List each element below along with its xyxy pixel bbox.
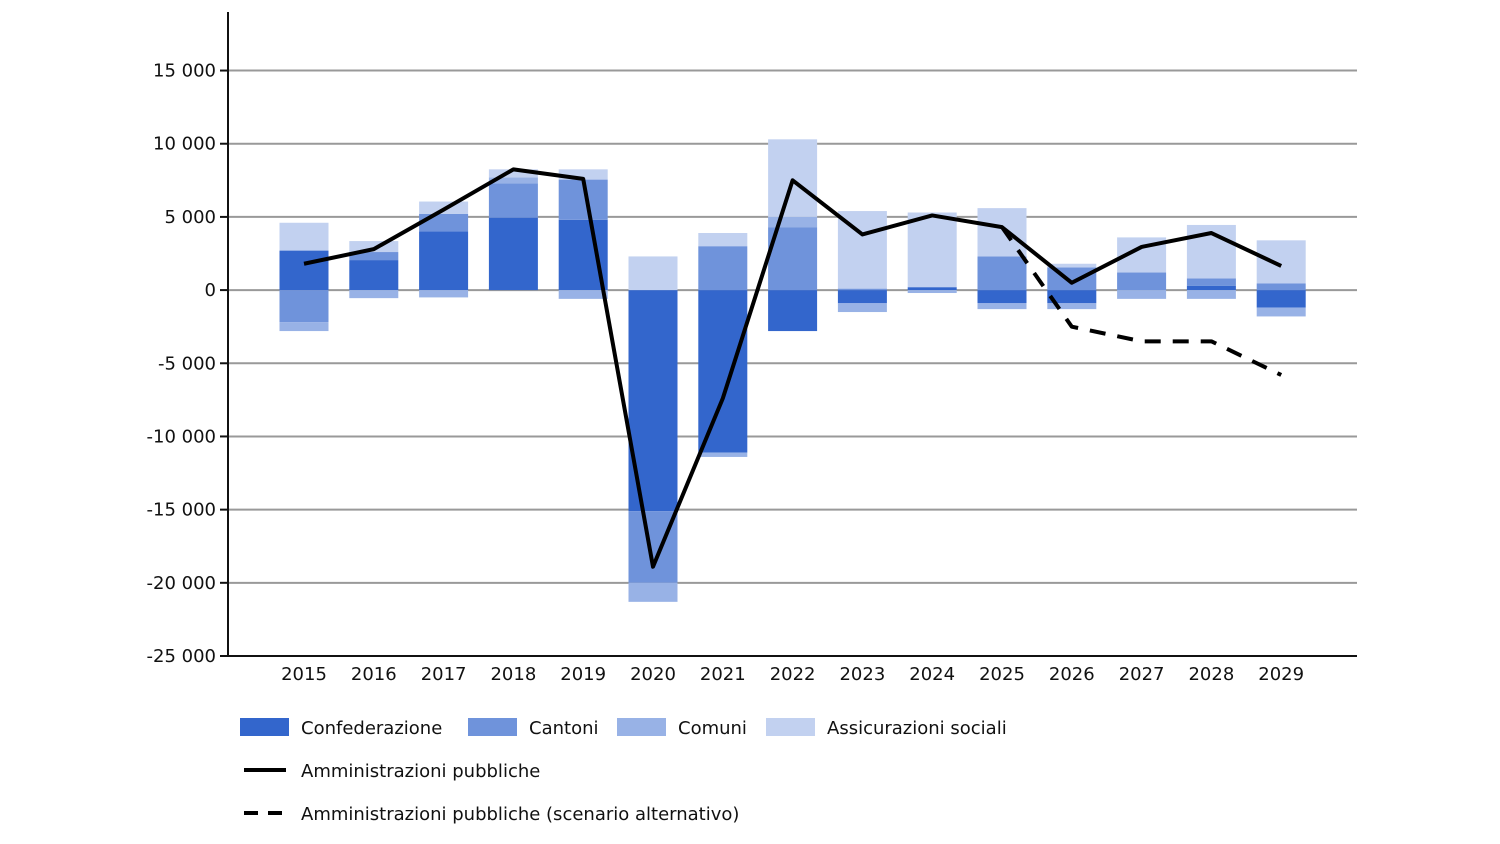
- bar-confederazione-2017: [419, 231, 469, 291]
- y-tick-label: -5 000: [158, 353, 216, 374]
- bar-assicurazioni-sociali-2025: [977, 208, 1027, 257]
- bar-comuni-2017: [419, 290, 469, 298]
- bars: [279, 139, 1306, 602]
- x-tick-label: 2022: [770, 664, 816, 685]
- bar-confederazione-2018: [488, 217, 538, 291]
- bar-cantoni-2018: [488, 183, 538, 218]
- bar-assicurazioni-sociali-2018: [488, 169, 538, 178]
- bar-comuni-2023: [837, 303, 887, 313]
- bar-cantoni-2021: [698, 246, 748, 291]
- bar-confederazione-2023: [837, 290, 887, 304]
- x-tick-label: 2023: [839, 664, 885, 685]
- bar-assicurazioni-sociali-2026: [1047, 263, 1097, 268]
- bar-cantoni-2016: [349, 252, 399, 261]
- bar-cantoni-2027: [1117, 272, 1167, 291]
- bar-comuni-2022: [768, 216, 818, 228]
- legend-label: Amministrazioni pubbliche: [301, 761, 540, 782]
- legend-label: Assicurazioni sociali: [827, 718, 1007, 739]
- bar-assicurazioni-sociali-2024: [907, 212, 957, 288]
- bar-comuni-2029: [1256, 307, 1306, 317]
- bar-comuni-2021: [698, 452, 748, 457]
- bar-comuni-2025: [977, 303, 1027, 310]
- x-tick-label: 2024: [909, 664, 955, 685]
- legend-label: Amministrazioni pubbliche (scenario alte…: [301, 804, 739, 825]
- axes: -25 000 -20 000 -15 000 -10 000 -5 000 0 5 000…: [147, 12, 1357, 685]
- y-tick-label: -20 000: [147, 573, 216, 594]
- bar-confederazione-2025: [977, 290, 1027, 304]
- x-tick-label: 2026: [1049, 664, 1095, 685]
- x-tick-label: 2020: [630, 664, 676, 685]
- y-tick-label: -15 000: [147, 500, 216, 521]
- bar-assicurazioni-sociali-2029: [1256, 240, 1306, 284]
- bar-comuni-2019: [558, 290, 608, 299]
- bar-comuni-2024: [907, 290, 957, 294]
- legend-swatch: [766, 718, 815, 736]
- x-tick-label: 2015: [281, 664, 327, 685]
- bar-comuni-2016: [349, 290, 399, 299]
- x-tick-label: 2016: [351, 664, 397, 685]
- y-tick-label: -25 000: [147, 646, 216, 667]
- y-tick-label: 0: [205, 280, 216, 301]
- legend-label: Cantoni: [529, 718, 599, 739]
- bar-assicurazioni-sociali-2020: [628, 256, 678, 291]
- y-tick-label: -10 000: [147, 426, 216, 447]
- bar-cantoni-2025: [977, 256, 1027, 291]
- x-tick-label: 2017: [421, 664, 467, 685]
- bar-cantoni-2023: [837, 288, 887, 291]
- bar-assicurazioni-sociali-2019: [558, 169, 608, 180]
- y-tick-label: 15 000: [153, 61, 216, 82]
- bar-confederazione-2015: [279, 250, 329, 291]
- bar-assicurazioni-sociali-2016: [349, 241, 399, 253]
- bar-confederazione-2024: [907, 287, 957, 291]
- line-scenario-alternativo: [1000, 226, 1283, 377]
- bar-confederazione-2016: [349, 260, 399, 291]
- bar-assicurazioni-sociali-2021: [698, 233, 748, 247]
- x-tick-label: 2018: [490, 664, 536, 685]
- legend-label: Confederazione: [301, 718, 442, 739]
- line-amministrazioni-pubbliche: [303, 167, 1283, 569]
- bar-cantoni-2029: [1256, 283, 1306, 291]
- x-tick-label: 2019: [560, 664, 606, 685]
- bar-assicurazioni-sociali-2022: [768, 139, 818, 217]
- bar-confederazione-2028: [1186, 285, 1236, 291]
- x-tick-label: 2021: [700, 664, 746, 685]
- legend-label: Comuni: [678, 718, 747, 739]
- bar-cantoni-2028: [1186, 278, 1236, 286]
- bar-comuni-2020: [628, 582, 678, 602]
- y-tick-label: 5 000: [164, 207, 216, 228]
- legend-swatch: [617, 718, 666, 736]
- x-tick-label: 2029: [1258, 664, 1304, 685]
- bar-cantoni-2015: [279, 290, 329, 323]
- x-tick-label: 2025: [979, 664, 1025, 685]
- bar-comuni-2028: [1186, 290, 1236, 299]
- bar-confederazione-2026: [1047, 290, 1097, 304]
- legend-swatch: [240, 718, 289, 736]
- bar-cantoni-2017: [419, 213, 469, 232]
- bar-confederazione-2029: [1256, 290, 1306, 308]
- lines: [303, 167, 1283, 569]
- bar-confederazione-2022: [768, 290, 818, 332]
- bar-comuni-2018: [488, 177, 538, 184]
- bar-comuni-2026: [1047, 303, 1097, 310]
- x-tick-label: 2027: [1119, 664, 1165, 685]
- bar-confederazione-2021: [698, 290, 748, 453]
- y-tick-label: 10 000: [153, 134, 216, 155]
- bar-comuni-2015: [279, 322, 329, 332]
- bar-assicurazioni-sociali-2015: [279, 222, 329, 251]
- bar-comuni-2027: [1117, 290, 1167, 299]
- legend-swatch: [468, 718, 517, 736]
- legend: Confederazione Cantoni Comuni Assicurazioni…: [240, 718, 1007, 825]
- x-tick-label: 2028: [1188, 664, 1234, 685]
